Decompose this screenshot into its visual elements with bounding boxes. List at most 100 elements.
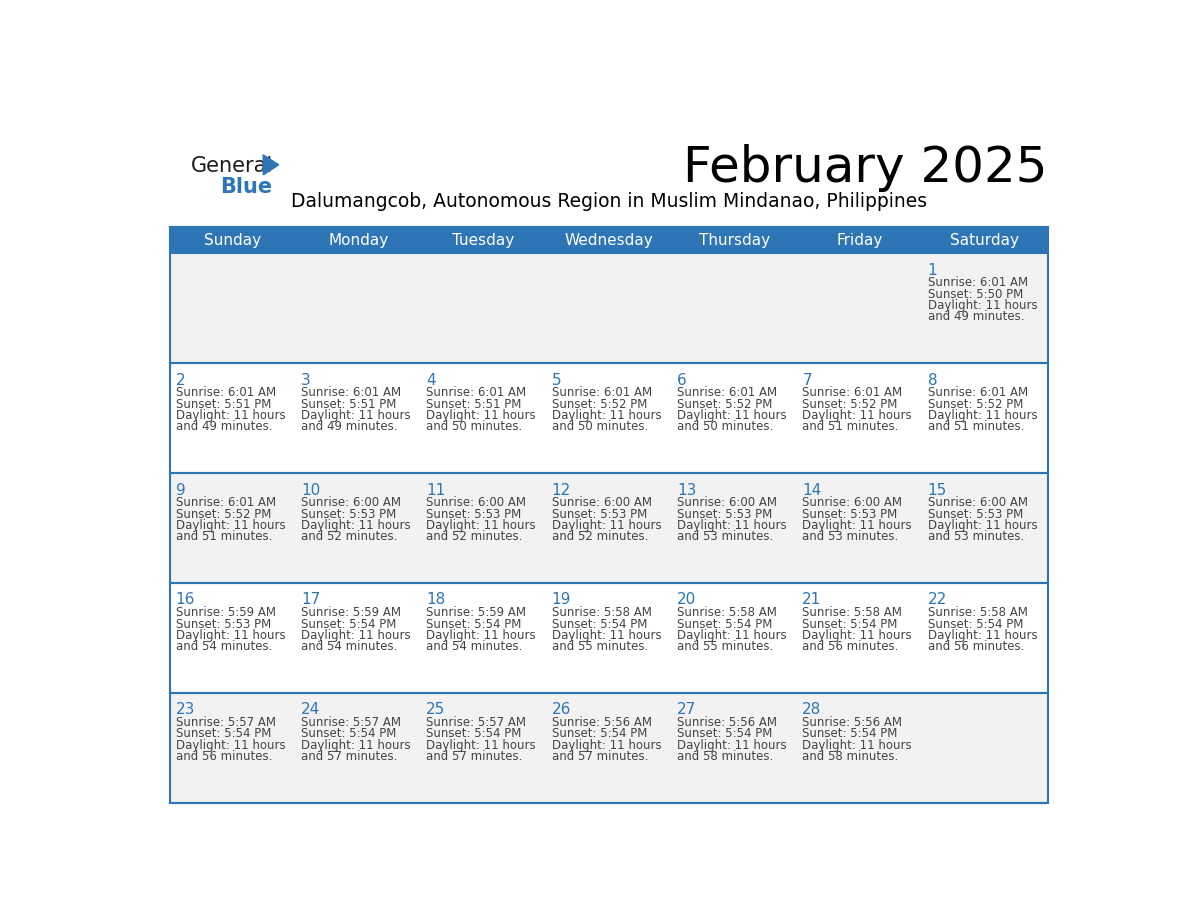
Text: 19: 19 [551, 592, 571, 608]
Text: Sunrise: 6:01 AM: Sunrise: 6:01 AM [176, 386, 276, 399]
Text: 11: 11 [426, 483, 446, 498]
Text: Saturday: Saturday [950, 233, 1019, 248]
Text: Sunrise: 5:58 AM: Sunrise: 5:58 AM [802, 607, 902, 620]
Text: and 56 minutes.: and 56 minutes. [802, 640, 898, 653]
Text: and 53 minutes.: and 53 minutes. [802, 530, 898, 543]
Text: and 57 minutes.: and 57 minutes. [426, 750, 523, 763]
Text: Sunrise: 6:01 AM: Sunrise: 6:01 AM [802, 386, 903, 399]
Text: Daylight: 11 hours: Daylight: 11 hours [176, 629, 285, 642]
Text: Sunrise: 6:01 AM: Sunrise: 6:01 AM [928, 276, 1028, 289]
Text: Sunrise: 6:01 AM: Sunrise: 6:01 AM [301, 386, 402, 399]
Text: 14: 14 [802, 483, 822, 498]
Bar [922, 693, 1048, 803]
Text: and 49 minutes.: and 49 minutes. [928, 310, 1024, 323]
Text: and 49 minutes.: and 49 minutes. [176, 420, 272, 433]
Bar [170, 474, 296, 583]
Text: 9: 9 [176, 483, 185, 498]
Text: 15: 15 [928, 483, 947, 498]
Text: 13: 13 [677, 483, 696, 498]
Text: 28: 28 [802, 702, 822, 718]
Text: Sunrise: 5:58 AM: Sunrise: 5:58 AM [928, 607, 1028, 620]
Bar [797, 364, 922, 474]
Bar [170, 583, 296, 693]
Text: Daylight: 11 hours: Daylight: 11 hours [677, 519, 786, 532]
Text: 22: 22 [928, 592, 947, 608]
Text: Sunrise: 5:56 AM: Sunrise: 5:56 AM [677, 716, 777, 729]
Text: Daylight: 11 hours: Daylight: 11 hours [551, 629, 662, 642]
Text: Sunrise: 5:58 AM: Sunrise: 5:58 AM [551, 607, 651, 620]
Text: 10: 10 [301, 483, 321, 498]
Text: Daylight: 11 hours: Daylight: 11 hours [426, 409, 536, 421]
Text: Sunset: 5:51 PM: Sunset: 5:51 PM [301, 397, 397, 410]
Text: Daylight: 11 hours: Daylight: 11 hours [928, 629, 1037, 642]
Text: Daylight: 11 hours: Daylight: 11 hours [802, 409, 912, 421]
Text: 26: 26 [551, 702, 571, 718]
Bar [671, 253, 797, 364]
Text: 12: 12 [551, 483, 571, 498]
Text: and 56 minutes.: and 56 minutes. [928, 640, 1024, 653]
Text: and 54 minutes.: and 54 minutes. [301, 640, 397, 653]
Text: Sunset: 5:53 PM: Sunset: 5:53 PM [176, 618, 271, 631]
Bar [421, 583, 546, 693]
Text: and 55 minutes.: and 55 minutes. [551, 640, 647, 653]
Bar [922, 474, 1048, 583]
Bar [170, 227, 1048, 803]
Text: and 58 minutes.: and 58 minutes. [677, 750, 773, 763]
Text: 4: 4 [426, 373, 436, 387]
Text: Sunset: 5:54 PM: Sunset: 5:54 PM [426, 727, 522, 741]
Text: Sunset: 5:53 PM: Sunset: 5:53 PM [426, 508, 522, 521]
Text: Sunset: 5:52 PM: Sunset: 5:52 PM [802, 397, 898, 410]
Bar [671, 474, 797, 583]
Bar [421, 364, 546, 474]
Bar [421, 693, 546, 803]
Text: 2: 2 [176, 373, 185, 387]
Text: 20: 20 [677, 592, 696, 608]
Text: and 54 minutes.: and 54 minutes. [426, 640, 523, 653]
Bar [170, 364, 296, 474]
Text: Daylight: 11 hours: Daylight: 11 hours [551, 739, 662, 752]
Text: and 52 minutes.: and 52 minutes. [301, 530, 397, 543]
Bar [671, 583, 797, 693]
Text: Monday: Monday [328, 233, 388, 248]
Text: Wednesday: Wednesday [564, 233, 653, 248]
Text: 23: 23 [176, 702, 195, 718]
Bar [797, 693, 922, 803]
Text: Sunset: 5:53 PM: Sunset: 5:53 PM [551, 508, 646, 521]
Text: Daylight: 11 hours: Daylight: 11 hours [551, 519, 662, 532]
Text: Daylight: 11 hours: Daylight: 11 hours [802, 629, 912, 642]
Text: Daylight: 11 hours: Daylight: 11 hours [426, 519, 536, 532]
Text: Daylight: 11 hours: Daylight: 11 hours [802, 519, 912, 532]
Text: Sunset: 5:53 PM: Sunset: 5:53 PM [802, 508, 897, 521]
Bar [797, 583, 922, 693]
Text: General: General [191, 155, 273, 175]
Bar [296, 253, 421, 364]
Text: Sunset: 5:54 PM: Sunset: 5:54 PM [301, 618, 397, 631]
Text: Sunset: 5:53 PM: Sunset: 5:53 PM [677, 508, 772, 521]
Text: Sunset: 5:54 PM: Sunset: 5:54 PM [677, 618, 772, 631]
Bar [671, 364, 797, 474]
Text: and 51 minutes.: and 51 minutes. [802, 420, 898, 433]
Bar [922, 253, 1048, 364]
Text: and 52 minutes.: and 52 minutes. [426, 530, 523, 543]
Text: Sunrise: 6:00 AM: Sunrise: 6:00 AM [426, 497, 526, 509]
Text: Sunrise: 6:00 AM: Sunrise: 6:00 AM [301, 497, 402, 509]
Bar [546, 583, 671, 693]
Bar [546, 693, 671, 803]
Text: and 57 minutes.: and 57 minutes. [551, 750, 647, 763]
Text: Blue: Blue [221, 177, 273, 197]
Text: Thursday: Thursday [699, 233, 770, 248]
Text: 25: 25 [426, 702, 446, 718]
Text: Sunset: 5:54 PM: Sunset: 5:54 PM [426, 618, 522, 631]
Text: Daylight: 11 hours: Daylight: 11 hours [301, 519, 411, 532]
Text: Daylight: 11 hours: Daylight: 11 hours [176, 409, 285, 421]
Text: and 58 minutes.: and 58 minutes. [802, 750, 898, 763]
Text: and 55 minutes.: and 55 minutes. [677, 640, 773, 653]
Bar [922, 364, 1048, 474]
Text: Sunrise: 6:00 AM: Sunrise: 6:00 AM [802, 497, 902, 509]
Text: 16: 16 [176, 592, 195, 608]
Text: Sunrise: 5:56 AM: Sunrise: 5:56 AM [551, 716, 651, 729]
Text: Daylight: 11 hours: Daylight: 11 hours [928, 299, 1037, 312]
Text: Sunrise: 5:57 AM: Sunrise: 5:57 AM [426, 716, 526, 729]
Text: Dalumangcob, Autonomous Region in Muslim Mindanao, Philippines: Dalumangcob, Autonomous Region in Muslim… [291, 192, 927, 210]
Text: Sunday: Sunday [204, 233, 261, 248]
